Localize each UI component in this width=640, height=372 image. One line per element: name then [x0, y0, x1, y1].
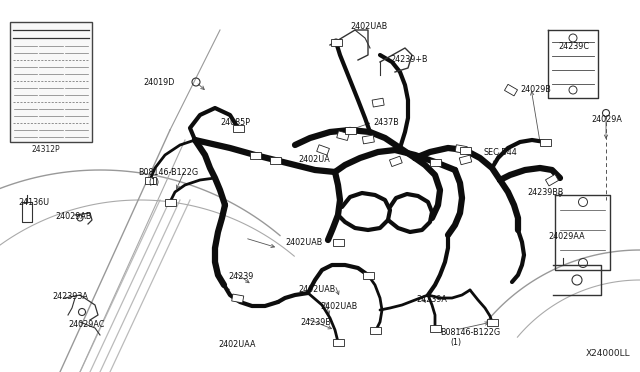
Bar	[333, 238, 344, 246]
Text: (1): (1)	[450, 338, 461, 347]
Text: 24312P: 24312P	[32, 145, 60, 154]
Bar	[337, 131, 349, 141]
Bar	[455, 145, 467, 154]
Text: 2437B: 2437B	[373, 118, 399, 127]
Bar	[10, 22, 92, 142]
Text: X24000LL: X24000LL	[586, 349, 630, 358]
Text: 24239B: 24239B	[300, 318, 331, 327]
Bar	[250, 151, 260, 158]
Bar	[232, 125, 243, 131]
Bar	[390, 156, 402, 167]
Bar	[372, 98, 384, 107]
Text: 24239+B: 24239+B	[390, 55, 428, 64]
Text: 2402UA: 2402UA	[298, 155, 330, 164]
Text: 24136U: 24136U	[18, 198, 49, 207]
Text: 24239BB: 24239BB	[527, 188, 563, 197]
Text: 24239C: 24239C	[558, 42, 589, 51]
Text: 24085P: 24085P	[220, 118, 250, 127]
Text: 24239: 24239	[228, 272, 253, 281]
Bar	[164, 199, 175, 205]
Bar	[460, 147, 470, 154]
Text: 24029AC: 24029AC	[68, 320, 104, 329]
Text: 242393A: 242393A	[52, 292, 88, 301]
Bar	[460, 155, 472, 165]
Bar	[317, 145, 330, 155]
Bar	[362, 272, 374, 279]
Bar	[330, 38, 342, 45]
Bar	[429, 158, 440, 166]
Text: 2402UAB: 2402UAB	[320, 302, 357, 311]
Text: B08146-B122G: B08146-B122G	[440, 328, 500, 337]
Bar	[145, 176, 156, 183]
Bar	[540, 138, 550, 145]
Text: 24029B: 24029B	[520, 85, 551, 94]
Bar	[333, 339, 344, 346]
Bar	[545, 174, 559, 186]
Text: B08146-B122G: B08146-B122G	[138, 168, 198, 177]
Text: 24239A: 24239A	[416, 295, 447, 304]
Text: 24029AA: 24029AA	[548, 232, 584, 241]
Text: 2402UAB: 2402UAB	[298, 285, 335, 294]
Text: 2402UAB: 2402UAB	[285, 238, 323, 247]
Text: SEC.B44: SEC.B44	[484, 148, 518, 157]
Text: 24029A: 24029A	[591, 115, 622, 124]
Bar	[504, 84, 518, 96]
Bar	[429, 324, 440, 331]
Text: 2402UAB: 2402UAB	[350, 22, 387, 31]
Text: 2402UAA: 2402UAA	[218, 340, 255, 349]
Bar	[344, 126, 355, 134]
Bar	[269, 157, 280, 164]
Bar	[362, 135, 374, 144]
Bar	[486, 318, 497, 326]
Text: 24019D: 24019D	[143, 78, 174, 87]
Text: (1): (1)	[148, 178, 159, 187]
Bar	[369, 327, 381, 334]
Bar	[232, 294, 244, 303]
Text: 24029AB: 24029AB	[55, 212, 92, 221]
